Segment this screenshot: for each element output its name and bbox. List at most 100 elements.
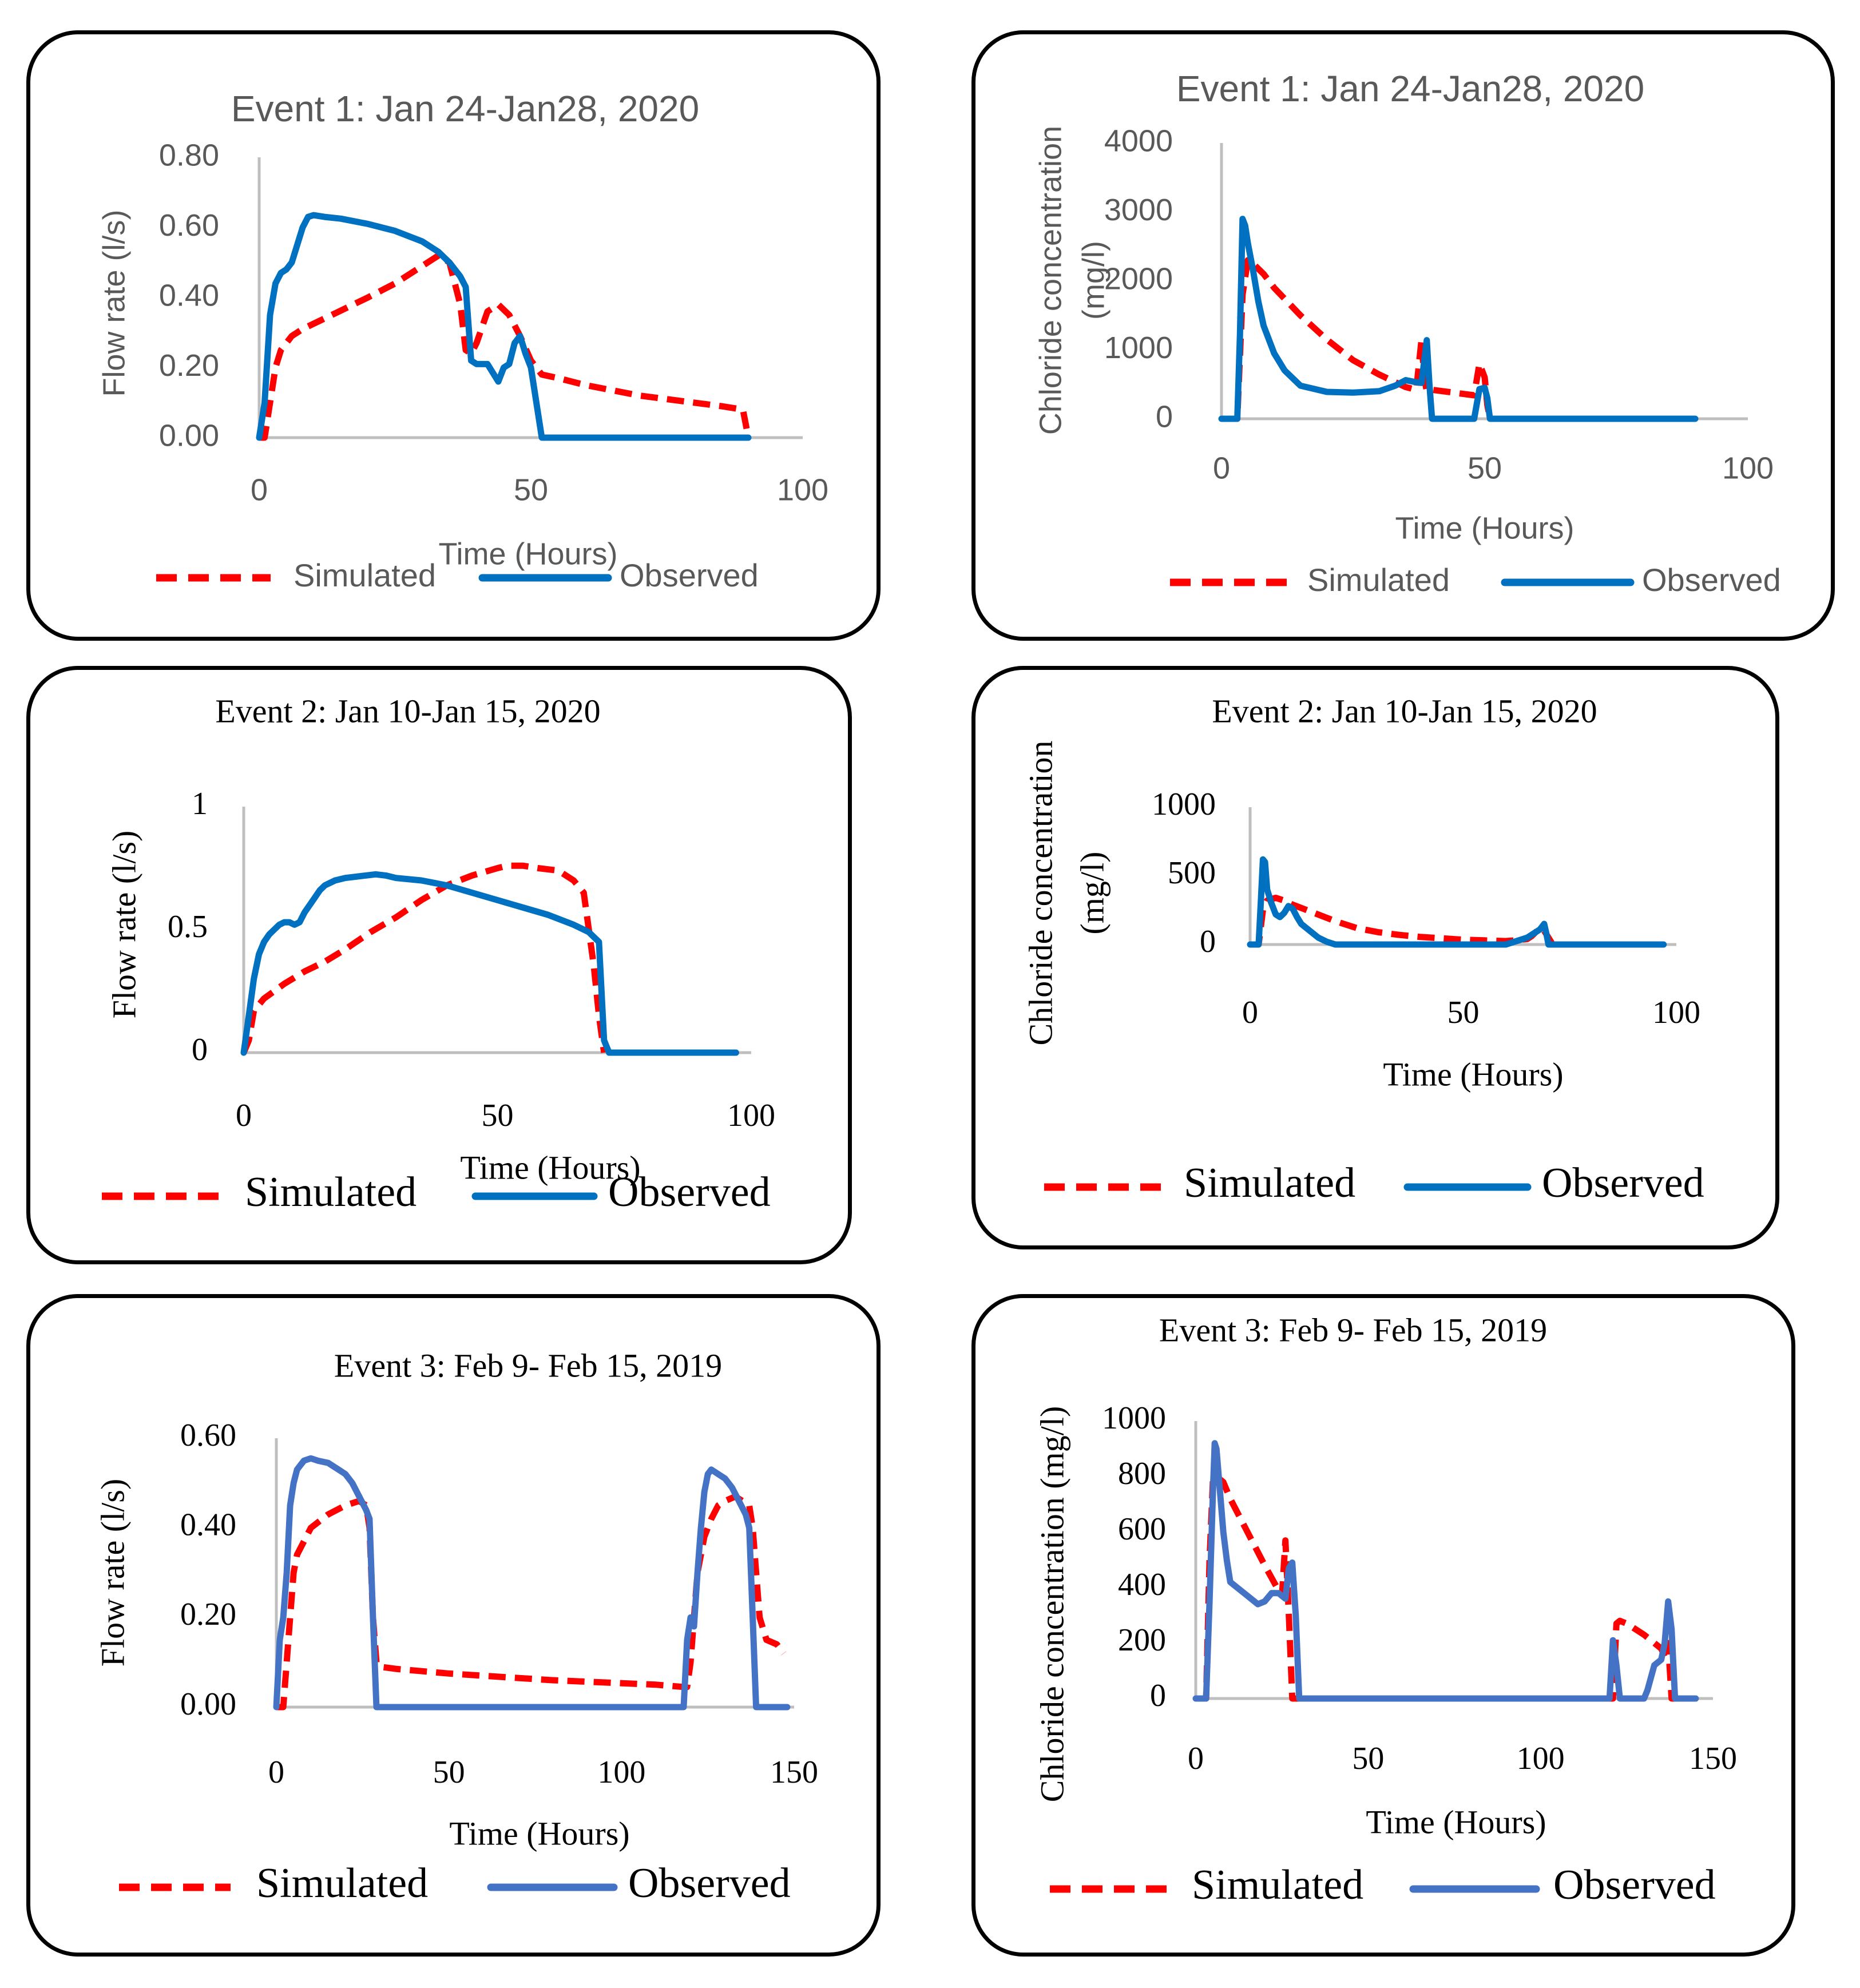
y-tick-label: 1000 <box>1104 331 1173 365</box>
legend-simulated-label: Simulated <box>294 557 436 593</box>
series-observed-line <box>1247 856 1667 948</box>
series-simulated-line <box>1196 1473 1679 1702</box>
legend-simulated-label: Simulated <box>256 1860 428 1907</box>
y-tick-label: 0.00 <box>180 1687 236 1722</box>
x-axis-label: Time (Hours) <box>449 1815 629 1852</box>
chart-title: Event 3: Feb 9- Feb 15, 2019 <box>334 1347 722 1384</box>
chart-title: Event 2: Jan 10-Jan 15, 2020 <box>1212 692 1597 729</box>
chart-panel-4: Event 2: Jan 10-Jan 15, 2020 0 500 1000 0 50 1… <box>971 666 1779 1249</box>
chart-title: Event 1: Jan 24-Jan28, 2020 <box>1176 68 1644 109</box>
y-tick-label: 0.40 <box>159 278 219 312</box>
series-simulated-line <box>276 1493 787 1711</box>
y-tick-label: 1000 <box>1152 787 1216 822</box>
y-tick-label: 0.20 <box>180 1597 236 1632</box>
y-axis-label: Flow rate (l/s) <box>94 1479 131 1667</box>
x-tick-label: 0 <box>1242 995 1258 1030</box>
y-tick-label: 0 <box>1150 1678 1166 1713</box>
y-tick-label: 0 <box>192 1032 208 1068</box>
y-axis-label: Chloride concentration <box>1022 740 1059 1045</box>
series-observed-line <box>1192 1440 1699 1702</box>
chart-svg-2: Event 1: Jan 24-Jan28, 20200100020003000… <box>1033 68 1781 598</box>
legend-simulated-label: Simulated <box>1192 1862 1363 1908</box>
x-tick-label: 50 <box>1447 995 1480 1030</box>
legend-observed-label: Observed <box>608 1169 771 1216</box>
legend-observed-label: Observed <box>1542 1160 1704 1207</box>
y-tick-label: 800 <box>1118 1456 1166 1491</box>
y-tick-label: 500 <box>1168 855 1216 891</box>
y-tick-label: 0.5 <box>168 909 208 945</box>
chart-panel-6: Event 3: Feb 9- Feb 15, 2019 0 200 400 600 80… <box>971 1294 1795 1957</box>
x-tick-label: 150 <box>1689 1741 1737 1776</box>
x-tick-label: 100 <box>777 473 828 507</box>
chart-panel-2: Event 1: Jan 24-Jan28, 2020 0 1000 2000 3000… <box>971 30 1835 641</box>
y-axis-label: Chloride concentration (mg/l) <box>1033 1406 1070 1803</box>
chart-title: Event 1: Jan 24-Jan28, 2020 <box>231 88 699 129</box>
y-axis-label: Flow rate (l/s) <box>97 209 131 396</box>
x-axis-label: Time (Hours) <box>1395 511 1574 545</box>
x-tick-label: 50 <box>514 473 548 507</box>
y-tick-label: 1 <box>192 786 208 822</box>
y-axis-label-units: (mg/l) <box>1076 241 1111 320</box>
x-axis-label: Time (Hours) <box>1366 1803 1546 1840</box>
chart-panel-5: Event 3: Feb 9- Feb 15, 2019 0.00 0.20 0.40… <box>26 1294 881 1957</box>
y-axis-label: Flow rate (l/s) <box>105 831 142 1019</box>
x-axis-label: Time (Hours) <box>438 537 617 571</box>
legend-observed-label: Observed <box>1642 562 1781 598</box>
series-simulated-line <box>1222 257 1493 422</box>
x-tick-label: 0 <box>1188 1741 1204 1776</box>
chart-svg-6: Event 3: Feb 9- Feb 15, 2019 0 200 400 600 80… <box>1033 1311 1737 1908</box>
x-tick-label: 0 <box>268 1755 284 1790</box>
series-observed-line <box>273 1455 791 1711</box>
x-tick-label: 150 <box>770 1755 818 1790</box>
legend-simulated-label: Simulated <box>245 1169 417 1216</box>
chart-svg-3: Event 2: Jan 10-Jan 15, 2020 0 0.5 1 0 50 100 F… <box>102 692 775 1216</box>
x-axis-label: Time (Hours) <box>460 1149 640 1186</box>
y-tick-label: 0.80 <box>159 138 219 172</box>
chart-panel-3: Event 2: Jan 10-Jan 15, 2020 0 0.5 1 0 50 100 F… <box>26 666 852 1264</box>
y-tick-label: 1000 <box>1102 1400 1166 1436</box>
chart-svg-1: Event 1: Jan 24-Jan28, 2020 0.00 0.20 0.40 0… <box>97 88 828 593</box>
x-tick-label: 100 <box>1652 995 1700 1030</box>
y-tick-label: 0.60 <box>159 208 219 243</box>
x-tick-label: 100 <box>597 1755 645 1790</box>
y-tick-label: 0.00 <box>159 418 219 453</box>
series-observed-line <box>256 212 752 441</box>
chart-title: Event 3: Feb 9- Feb 15, 2019 <box>1159 1311 1547 1348</box>
y-tick-label: 0.40 <box>180 1507 236 1543</box>
y-axis-label-units: (mg/l) <box>1073 852 1111 935</box>
chart-panel-1: Event 1: Jan 24-Jan28, 2020 0.00 0.20 0.40 0… <box>26 30 881 641</box>
legend-observed-label: Observed <box>1553 1862 1716 1908</box>
y-tick-label: 200 <box>1118 1622 1166 1658</box>
x-tick-label: 100 <box>1722 451 1774 485</box>
y-tick-label: 600 <box>1118 1511 1166 1547</box>
x-tick-label: 0 <box>236 1098 252 1133</box>
chart-svg-4: Event 2: Jan 10-Jan 15, 2020 0 500 1000 0 50 1… <box>1022 692 1704 1207</box>
y-tick-label: 4000 <box>1104 124 1173 158</box>
chart-svg-5: Event 3: Feb 9- Feb 15, 2019 0.00 0.20 0.40… <box>94 1347 818 1907</box>
y-tick-label: 400 <box>1118 1567 1166 1602</box>
legend-simulated-label: Simulated <box>1184 1160 1355 1207</box>
series-simulated-line <box>240 862 608 1054</box>
y-tick-label: 3000 <box>1104 193 1173 227</box>
series-simulated-line <box>1250 894 1556 948</box>
x-tick-label: 100 <box>727 1098 775 1133</box>
legend-observed-label: Observed <box>628 1860 791 1907</box>
x-tick-label: 0 <box>1213 451 1230 485</box>
x-axis-label: Time (Hours) <box>1383 1055 1563 1093</box>
chart-title: Event 2: Jan 10-Jan 15, 2020 <box>215 692 600 729</box>
x-tick-label: 100 <box>1517 1741 1565 1776</box>
series-observed-line <box>1218 216 1699 422</box>
x-tick-label: 50 <box>1352 1741 1384 1776</box>
y-tick-label: 0.60 <box>180 1418 236 1453</box>
y-tick-label: 0.20 <box>159 348 219 383</box>
y-tick-label: 0 <box>1200 924 1216 959</box>
legend-observed-label: Observed <box>620 557 759 593</box>
y-tick-label: 0 <box>1156 399 1173 434</box>
x-tick-label: 50 <box>433 1755 465 1790</box>
x-tick-label: 50 <box>1468 451 1502 485</box>
legend-simulated-label: Simulated <box>1307 562 1450 598</box>
series-observed-line <box>240 871 739 1056</box>
x-tick-label: 0 <box>251 473 268 507</box>
y-axis-label: Chloride concentration <box>1033 126 1068 435</box>
series-simulated-line <box>259 252 752 441</box>
